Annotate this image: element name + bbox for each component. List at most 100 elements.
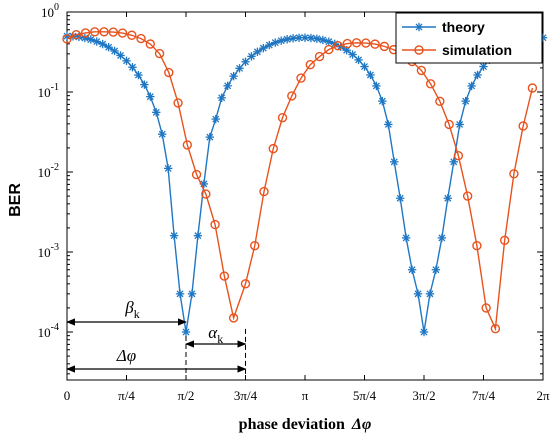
label-beta: βk [124, 298, 139, 321]
data-point-theory [378, 96, 387, 106]
data-point-theory [205, 132, 215, 142]
data-point-theory [157, 129, 167, 139]
data-point-theory [193, 231, 203, 240]
data-point-theory [223, 81, 232, 91]
x-tick-label: 3π/2 [412, 388, 435, 403]
y-tick-label: 100 [41, 2, 59, 20]
legend-label-theory: theory [442, 19, 485, 35]
data-point-simulation [499, 235, 510, 246]
data-point-theory [443, 194, 452, 203]
data-point-simulation [99, 27, 109, 37]
data-point-theory [146, 92, 155, 101]
data-point-simulation [191, 169, 202, 180]
data-point-simulation [259, 186, 269, 197]
data-point-theory [312, 34, 322, 43]
data-point-simulation [117, 28, 128, 38]
data-point-theory [140, 80, 149, 89]
data-point-simulation [453, 150, 464, 161]
data-point-simulation [154, 48, 165, 59]
x-tick-label: π [302, 388, 309, 403]
data-point-simulation [201, 189, 211, 199]
data-point-simulation [80, 28, 91, 38]
data-point-simulation [62, 34, 72, 44]
data-point-simulation [136, 33, 146, 44]
data-point-simulation [314, 51, 325, 62]
data-point-simulation [164, 67, 174, 78]
data-point-theory [372, 81, 381, 91]
x-tick-label: 2π [536, 388, 550, 403]
data-point-simulation [240, 279, 251, 289]
x-axis-label-text: phase deviation [239, 416, 345, 433]
data-point-theory [366, 70, 375, 80]
data-point-simulation [518, 121, 528, 131]
data-point-theory [253, 47, 262, 57]
y-axis-label: BER [7, 183, 24, 217]
x-tick-label: π/4 [118, 388, 135, 403]
data-point-theory [390, 157, 399, 167]
data-point-theory [98, 39, 107, 49]
data-point-theory [467, 81, 476, 91]
data-point-simulation [481, 303, 491, 313]
x-tick-label: 0 [64, 388, 71, 403]
data-point-theory [437, 233, 447, 243]
data-point-theory [425, 289, 435, 299]
data-point-simulation [228, 313, 239, 323]
data-point-simulation [277, 112, 288, 123]
data-point-theory [360, 62, 369, 71]
data-point-theory [306, 33, 316, 43]
data-point-theory [259, 43, 268, 53]
data-point-simulation [462, 191, 473, 201]
data-point-theory [348, 50, 357, 59]
data-point-theory [122, 56, 131, 66]
data-point-simulation [173, 98, 183, 108]
data-point-theory [247, 52, 256, 61]
data-point-simulation [182, 140, 193, 150]
y-tick-label: 10-3 [38, 242, 59, 260]
y-tick-label: 10-4 [38, 322, 59, 340]
data-point-simulation [351, 38, 362, 48]
data-point-theory [271, 38, 280, 47]
legend-items: theory simulation [402, 19, 512, 58]
data-point-simulation [71, 30, 81, 40]
data-point-simulation [527, 83, 538, 93]
data-point-theory [169, 231, 179, 240]
data-point-simulation [416, 65, 427, 76]
data-point-theory [431, 265, 441, 274]
data-point-simulation [296, 73, 306, 83]
data-point-theory [413, 289, 423, 299]
data-point-simulation [472, 240, 482, 251]
data-point-theory [455, 120, 464, 129]
data-point-simulation [268, 143, 278, 154]
x-tick-label: 5π/4 [353, 388, 377, 403]
data-point-simulation [490, 323, 501, 334]
data-point-theory [276, 36, 286, 45]
x-axis-label-symbol: Δφ [351, 416, 371, 433]
data-point-simulation [379, 41, 390, 52]
data-point-simulation [145, 39, 156, 49]
data-point-theory [407, 265, 417, 274]
y-tick-label: 10-2 [38, 162, 59, 180]
y-tick-label: 10-1 [38, 82, 59, 100]
data-point-theory [217, 93, 226, 103]
data-point-simulation [250, 240, 260, 251]
data-point-theory [384, 120, 393, 129]
data-point-simulation [305, 60, 315, 70]
data-point-theory [401, 233, 411, 243]
data-point-theory [235, 64, 244, 73]
data-point-theory [324, 37, 334, 46]
x-tick-label: π/2 [178, 388, 195, 403]
legend-label-simulation: simulation [442, 42, 512, 58]
data-point-theory [473, 70, 482, 80]
data-point-simulation [370, 39, 380, 49]
data-point-simulation [108, 27, 118, 37]
data-point-simulation [287, 91, 297, 101]
data-point-theory [479, 62, 488, 71]
data-point-simulation [219, 271, 230, 281]
legend-marker-simulation [414, 45, 424, 55]
data-point-theory [181, 327, 191, 337]
data-point-theory [395, 194, 405, 203]
legend-marker-theory [414, 22, 424, 32]
data-point-simulation [425, 79, 436, 89]
data-point-simulation [509, 169, 519, 179]
